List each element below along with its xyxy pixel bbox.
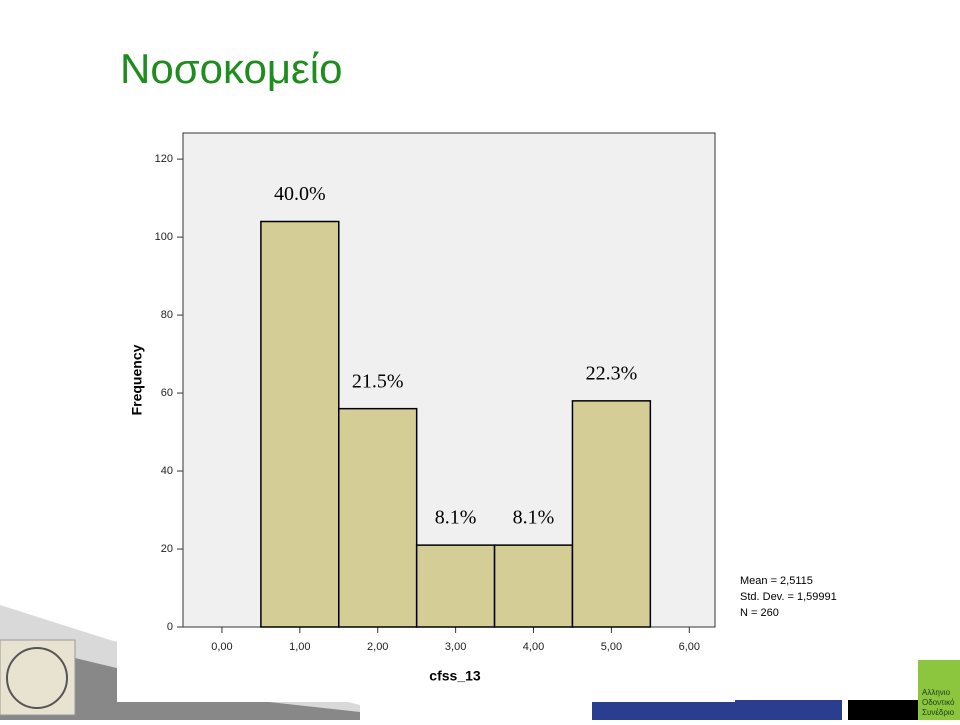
logo [6, 647, 68, 709]
logo-text: Συνέδριο [922, 708, 955, 717]
stats-text: Mean = 2,5115 [740, 575, 813, 587]
logo-text: Αλληνιο [922, 688, 951, 697]
y-tick-label: 120 [155, 153, 173, 165]
logo-text: Οδοντικό [922, 698, 955, 707]
bar [338, 407, 418, 628]
x-tick-label: 0,00 [211, 641, 232, 653]
bar [571, 400, 652, 628]
y-tick-label: 40 [161, 465, 173, 477]
y-tick-label: 60 [161, 387, 173, 399]
bar-annotation: 22.3% [586, 362, 638, 384]
stats-text: Std. Dev. = 1,59991 [740, 591, 837, 603]
x-tick-label: 5,00 [601, 641, 622, 653]
y-tick-label: 80 [161, 309, 173, 321]
x-tick-label: 6,00 [679, 641, 700, 653]
decoration [0, 640, 360, 720]
bar [415, 544, 496, 628]
x-axis-label: cfss_13 [429, 668, 481, 684]
y-tick-label: 0 [167, 621, 173, 633]
bar-annotation: 8.1% [435, 507, 477, 529]
y-axis-label: Frequency [129, 344, 145, 415]
x-tick-label: 3,00 [445, 641, 466, 653]
y-tick-label: 20 [161, 543, 173, 555]
slide-title: Νοσοκομείο [120, 45, 342, 92]
stats-text: N = 260 [740, 607, 779, 619]
bar [493, 544, 574, 628]
bar-annotation: 8.1% [513, 507, 555, 529]
bar-annotation: 21.5% [352, 370, 404, 392]
x-tick-label: 4,00 [523, 641, 544, 653]
y-tick-label: 100 [155, 231, 173, 243]
logo [0, 639, 76, 716]
bar-annotation: 40.0% [274, 183, 326, 205]
bar [260, 220, 340, 628]
logo [918, 660, 960, 720]
x-tick-label: 1,00 [289, 641, 310, 653]
x-tick-label: 2,00 [367, 641, 388, 653]
logo-bar [592, 700, 842, 720]
logo-bar [848, 700, 918, 720]
